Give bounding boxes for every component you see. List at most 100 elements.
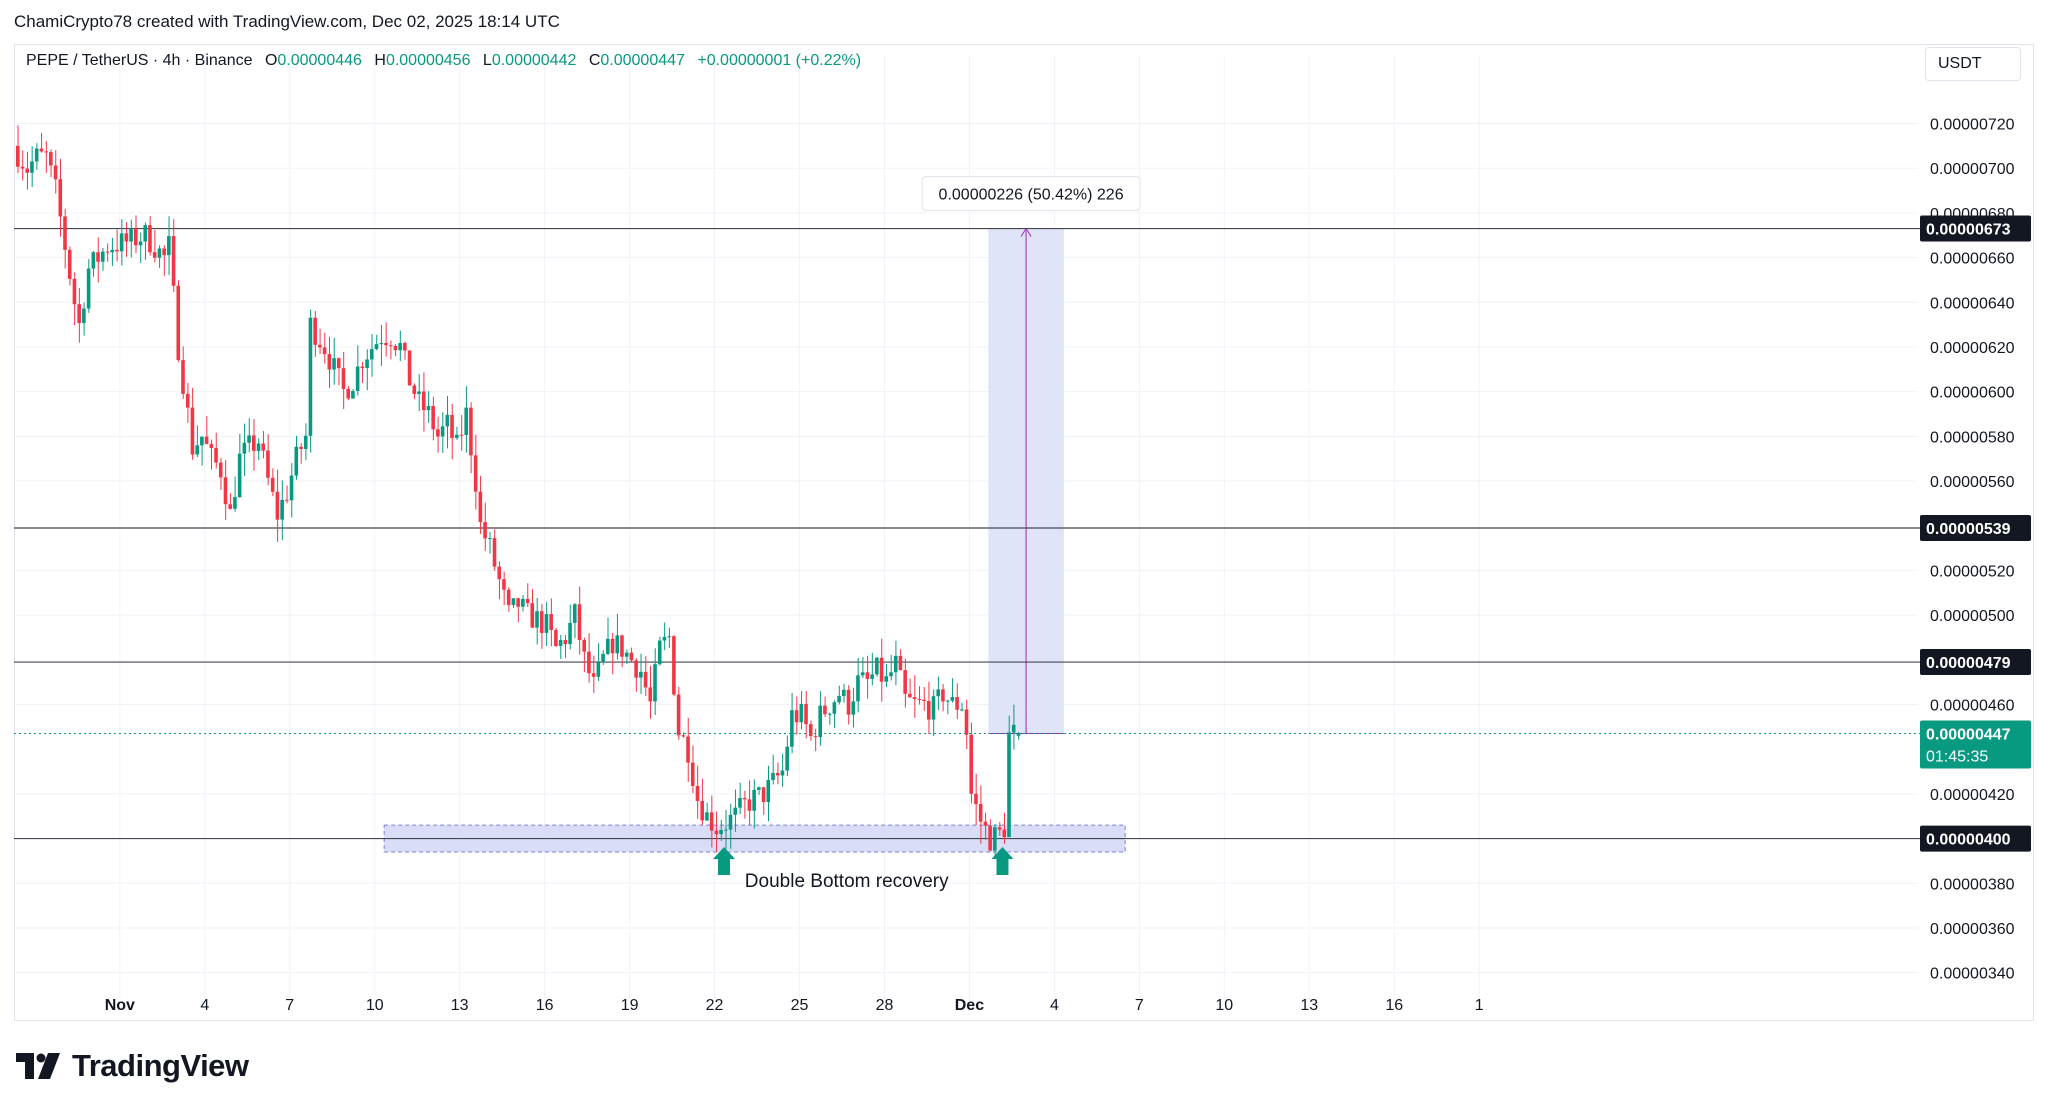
candle-body <box>780 770 785 776</box>
candle <box>955 683 959 720</box>
candle <box>648 665 653 719</box>
candle-body <box>209 443 214 448</box>
candle <box>818 691 822 746</box>
candle-body <box>374 344 379 350</box>
candle <box>931 689 936 737</box>
level-price-tag <box>1920 514 2031 541</box>
chart-frame[interactable] <box>14 44 2034 1021</box>
candle <box>478 475 483 535</box>
candle <box>157 245 162 268</box>
level-price-tag <box>1920 825 2031 852</box>
candle-body <box>799 703 804 723</box>
currency-label: USDT <box>1938 55 1982 72</box>
candle <box>775 762 780 785</box>
candle <box>690 745 695 794</box>
tradingview-logo[interactable]: TradingView <box>16 1048 249 1084</box>
candle <box>294 435 299 480</box>
candle <box>148 216 152 256</box>
candle-body <box>997 827 1002 830</box>
candle <box>813 728 818 752</box>
candle <box>459 415 464 451</box>
time-tick-label: 10 <box>366 997 384 1014</box>
candle-body <box>950 696 955 701</box>
candle-body <box>261 443 266 451</box>
candle-body <box>129 228 133 242</box>
candle-body <box>865 672 870 679</box>
candle <box>327 336 332 388</box>
candle-body <box>440 426 445 437</box>
candle <box>879 638 884 702</box>
candle <box>634 658 638 692</box>
candle-body <box>134 228 138 246</box>
candle-body <box>148 225 152 253</box>
candle <box>270 468 275 497</box>
currency-button[interactable]: USDT <box>1925 47 2021 81</box>
candle <box>926 681 931 735</box>
candle-body <box>639 671 643 678</box>
candle <box>827 712 832 725</box>
candle <box>49 149 53 178</box>
candle <box>742 790 747 819</box>
candle-body <box>138 241 143 246</box>
symbol-label[interactable]: PEPE / TetherUS · 4h · Binance <box>26 52 253 69</box>
time-tick-label: 25 <box>791 997 809 1014</box>
candle <box>223 460 228 520</box>
candle <box>25 151 30 190</box>
candle-body <box>1007 732 1011 838</box>
candle-body <box>247 435 251 443</box>
candle <box>516 597 520 623</box>
candle <box>200 436 204 466</box>
change-value: +0.00000001 (+0.22%) <box>697 52 862 69</box>
candle-body <box>407 350 412 386</box>
candle-body <box>530 603 535 628</box>
candle-body <box>591 673 596 677</box>
candle <box>53 150 58 194</box>
candle <box>266 434 270 486</box>
candle <box>171 219 176 292</box>
candle <box>252 419 256 471</box>
candle-body <box>176 285 181 361</box>
candle-body <box>308 317 313 436</box>
candle <box>360 361 365 384</box>
candle <box>91 250 96 277</box>
candle <box>346 385 350 401</box>
candle-body <box>955 696 959 710</box>
candle-body <box>714 830 719 835</box>
candle <box>714 811 719 853</box>
candle <box>237 433 242 498</box>
candle <box>285 485 289 504</box>
candle-body <box>643 671 648 688</box>
candle-body <box>978 803 983 822</box>
candle <box>242 423 247 476</box>
candle-body <box>492 538 497 567</box>
candle-body <box>549 614 553 631</box>
candle <box>686 717 690 782</box>
candle-body <box>303 435 308 449</box>
candle-body <box>539 611 544 633</box>
candle-body <box>417 391 421 394</box>
candle <box>610 632 615 675</box>
candle <box>837 685 841 705</box>
candle-body <box>506 589 511 606</box>
candle <box>596 643 601 682</box>
candle-body <box>124 233 129 242</box>
candle-body <box>16 145 20 167</box>
candle-body <box>634 660 638 678</box>
candle <box>993 824 997 856</box>
candle-body <box>157 248 162 258</box>
countdown-label: 01:45:35 <box>1926 749 1988 766</box>
candle <box>667 627 671 649</box>
candle-body <box>393 345 398 351</box>
candle-body <box>190 407 195 455</box>
candle <box>539 603 544 649</box>
candle <box>313 311 317 357</box>
candle <box>643 656 648 697</box>
candle <box>20 150 25 181</box>
candle-body <box>610 638 615 654</box>
candle <box>100 247 105 271</box>
candle-body <box>601 653 605 663</box>
candle-body <box>388 345 393 347</box>
candle <box>388 340 393 360</box>
candle-body <box>450 414 454 439</box>
